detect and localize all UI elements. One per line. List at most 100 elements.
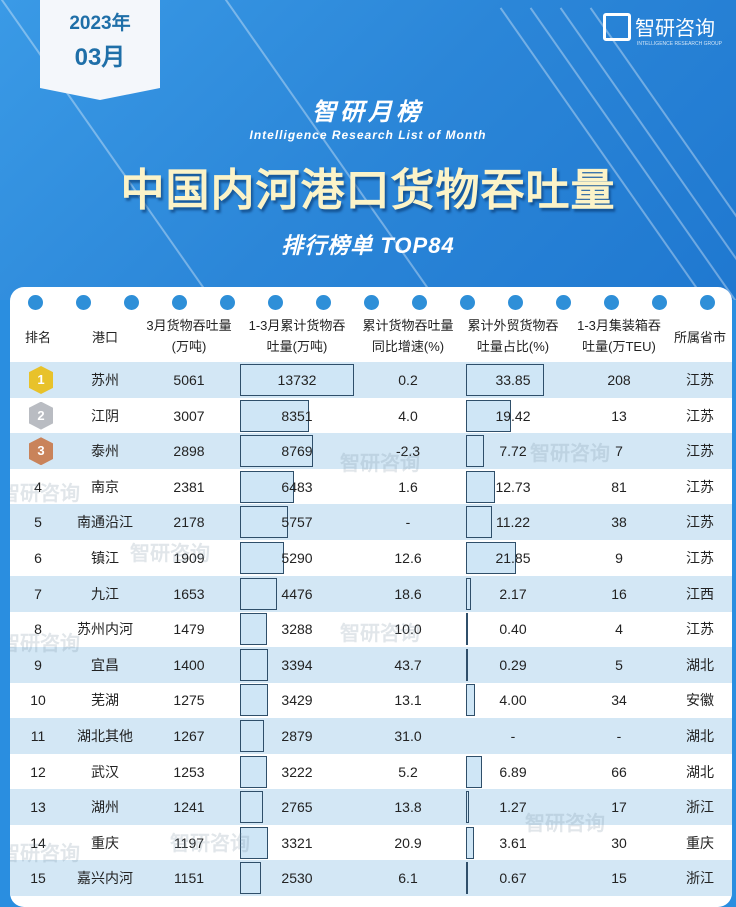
- container-throughput-cell: 17: [611, 799, 627, 816]
- logo-subtext: INTELLIGENCE RESEARCH GROUP: [636, 41, 722, 47]
- growth-rate-cell: 6.1: [398, 870, 418, 887]
- port-cell: 九江: [91, 585, 119, 602]
- binder-dot: [460, 295, 475, 310]
- column-header-line: (万吨): [171, 339, 207, 354]
- rank-cell: 9: [34, 656, 42, 673]
- column-header-line: 3月货物吞吐量: [146, 318, 232, 333]
- rank-cell: 5: [34, 514, 42, 531]
- foreign-trade-share-bar: [466, 435, 484, 468]
- rank-cell: 11: [30, 728, 46, 744]
- growth-rate-cell: 4.0: [398, 407, 418, 424]
- container-throughput-cell: 34: [611, 692, 627, 709]
- logo-text: 智研咨询: [634, 18, 715, 40]
- foreign-trade-share-cell: 33.85: [495, 372, 531, 388]
- container-throughput-cell: 13: [611, 407, 627, 424]
- march-throughput-cell: 1400: [173, 656, 205, 673]
- port-cell: 镇江: [91, 550, 119, 566]
- cumulative-throughput-bar: [240, 613, 268, 646]
- cumulative-throughput-cell: 2765: [281, 799, 313, 816]
- growth-rate-cell: 0.2: [398, 372, 418, 388]
- column-header-line: 1-3月累计货物吞: [248, 318, 346, 333]
- column-header-province: 所属省市: [669, 315, 731, 361]
- column-header-foreign-trade-share: 累计外贸货物吞 吐量占比(%): [461, 315, 565, 361]
- march-throughput-cell: 3007: [173, 407, 205, 424]
- foreign-trade-share-cell: 0.67: [499, 870, 527, 887]
- foreign-trade-share-bar: [466, 470, 496, 503]
- gold-medal-icon: 1: [29, 366, 53, 394]
- binder-dot: [316, 295, 331, 310]
- binder-dot: [364, 295, 379, 310]
- foreign-trade-share-cell: 11.22: [496, 514, 530, 531]
- binder-dot: [76, 295, 91, 310]
- column-header-line: 累计外贸货物吞: [467, 318, 559, 333]
- cumulative-throughput-bar: [240, 577, 278, 610]
- growth-rate-cell: -2.3: [395, 443, 421, 460]
- province-cell: 湖北: [686, 763, 714, 780]
- foreign-trade-share-bar: [466, 506, 492, 539]
- march-throughput-cell: 2381: [173, 478, 205, 495]
- foreign-trade-share-bar: [466, 577, 471, 610]
- foreign-trade-share-cell: 6.89: [499, 763, 527, 780]
- cumulative-throughput-bar: [240, 470, 294, 503]
- binder-dot: [556, 295, 571, 310]
- port-cell: 宜昌: [91, 656, 119, 673]
- port-cell: 苏州: [91, 372, 119, 388]
- foreign-trade-share-bar: [466, 613, 468, 646]
- march-throughput-cell: 1909: [173, 550, 205, 566]
- foreign-trade-share-cell: 21.85: [495, 550, 531, 566]
- ranking-table: 排名 港口 3月货物吞吐量 (万吨) 1-3月累计货物吞 吐量(万吨) 累计货物吞吐量 同比增…: [10, 287, 732, 907]
- column-header-line: 累计货物吞吐量: [362, 318, 454, 333]
- port-cell: 芜湖: [91, 692, 119, 709]
- foreign-trade-share-bar: [466, 542, 517, 574]
- container-throughput-cell: 15: [611, 870, 627, 887]
- rank-cell: 4: [34, 478, 42, 495]
- table-row: 8 苏州内河 1479 3288 10.0 0.40 4 江苏: [10, 611, 732, 647]
- growth-rate-cell: 13.8: [394, 799, 422, 816]
- date-badge: 2023年 03月: [40, 0, 160, 100]
- march-throughput-cell: 2178: [173, 514, 205, 531]
- date-year: 2023年: [69, 13, 131, 34]
- rank-cell: 1: [13, 362, 63, 398]
- cumulative-throughput-bar: [240, 542, 284, 574]
- column-header-rank: 排名: [13, 315, 63, 361]
- silver-medal-icon: 2: [29, 401, 53, 430]
- port-cell: 南通沿江: [77, 514, 133, 531]
- growth-rate-cell: 31.0: [394, 728, 422, 744]
- foreign-trade-share-cell: 7.72: [499, 443, 527, 460]
- cumulative-throughput-bar: [240, 862, 261, 895]
- cumulative-throughput-bar: [240, 435, 313, 468]
- rank-cell: 7: [34, 585, 42, 602]
- cumulative-throughput-cell: 3222: [281, 763, 313, 780]
- growth-rate-cell: 1.6: [398, 478, 418, 495]
- cumulative-throughput-bar: [240, 791, 263, 824]
- cumulative-throughput-bar: [240, 826, 268, 859]
- march-throughput-cell: 1197: [173, 834, 205, 851]
- column-header-container-throughput: 1-3月集装箱吞 吐量(万TEU): [567, 315, 671, 361]
- port-cell: 泰州: [91, 443, 119, 460]
- container-throughput-cell: -: [616, 728, 622, 744]
- column-header-line: 港口: [91, 330, 118, 345]
- container-throughput-cell: 7: [615, 443, 623, 460]
- table-row: 1 苏州 5061 13732 0.2 33.85 208 江苏: [10, 362, 732, 398]
- province-cell: 湖北: [686, 656, 714, 673]
- column-header-march-throughput: 3月货物吞吐量 (万吨): [144, 315, 234, 361]
- cumulative-throughput-bar: [240, 506, 288, 539]
- rank-cell: 3: [13, 433, 63, 469]
- foreign-trade-share-cell: -: [510, 728, 516, 744]
- header-banner: 2023年 03月 智研咨询 INTELLIGENCE RESEARCH GRO…: [0, 0, 736, 300]
- cumulative-throughput-cell: 13732: [277, 372, 317, 388]
- cumulative-throughput-bar: [240, 399, 310, 432]
- province-cell: 江苏: [686, 550, 714, 566]
- province-cell: 安徽: [686, 692, 714, 709]
- column-header-port: 港口: [60, 315, 150, 361]
- cumulative-throughput-cell: 2530: [281, 870, 313, 887]
- binder-dot: [604, 295, 619, 310]
- column-header-line: 吐量(万TEU): [582, 339, 656, 354]
- march-throughput-cell: 1253: [173, 763, 205, 780]
- growth-rate-cell: -: [405, 514, 411, 531]
- binder-dot: [124, 295, 139, 310]
- cumulative-throughput-cell: 6483: [281, 478, 313, 495]
- column-header-line: 所属省市: [673, 330, 726, 345]
- march-throughput-cell: 5061: [173, 372, 205, 388]
- table-row: 13 湖州 1241 2765 13.8 1.27 17 浙江: [10, 789, 732, 826]
